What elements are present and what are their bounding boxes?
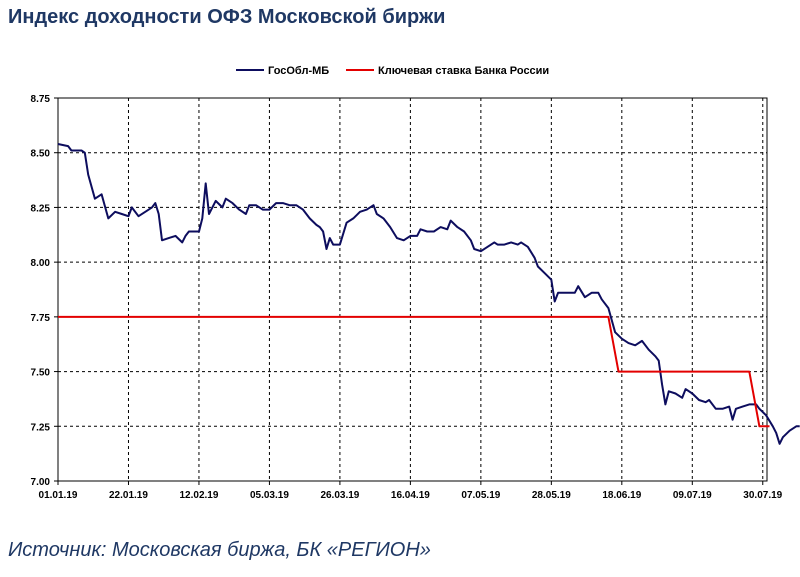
y-tick-label: 7.50 xyxy=(31,368,51,379)
x-tick-label: 28.05.19 xyxy=(532,490,571,501)
x-tick-label: 05.03.19 xyxy=(250,490,289,501)
legend-label: ГосОбл-МБ xyxy=(268,65,329,77)
chart-title: Индекс доходности ОФЗ Московской биржи xyxy=(8,6,446,28)
x-tick-label: 07.05.19 xyxy=(461,490,500,501)
x-tick-label: 01.01.19 xyxy=(39,490,78,501)
y-tick-label: 8.00 xyxy=(31,258,51,269)
y-tick-label: 7.25 xyxy=(31,422,51,433)
grid xyxy=(58,97,767,481)
plot-border xyxy=(57,97,768,482)
source-note: Источник: Московская биржа, БК «РЕГИОН» xyxy=(8,539,431,561)
y-tick-label: 7.75 xyxy=(31,313,51,324)
x-tick-label: 18.06.19 xyxy=(602,490,641,501)
legend-label: Ключевая ставка Банка России xyxy=(378,65,549,77)
x-tick-label: 16.04.19 xyxy=(391,490,430,501)
x-tick-label: 22.01.19 xyxy=(109,490,148,501)
legend: ГосОбл-МБ Ключевая ставка Банка России xyxy=(236,65,549,77)
series-layer xyxy=(57,143,800,445)
axes: 7.00 7.25 7.50 7.75 8.00 8.25 8.50 8.75 01.01.19… xyxy=(31,94,783,501)
x-tick-label: 12.02.19 xyxy=(179,490,218,501)
series-line-gosobl xyxy=(57,143,800,445)
x-tick-label: 30.07.19 xyxy=(743,490,782,501)
y-tick-label: 8.75 xyxy=(31,94,51,105)
series-line-key-rate xyxy=(58,315,770,428)
y-tick-label: 7.00 xyxy=(31,477,51,488)
x-tick-label: 09.07.19 xyxy=(673,490,712,501)
x-tick-label: 26.03.19 xyxy=(320,490,359,501)
y-tick-label: 8.50 xyxy=(31,149,51,160)
y-tick-label: 8.25 xyxy=(31,203,51,214)
